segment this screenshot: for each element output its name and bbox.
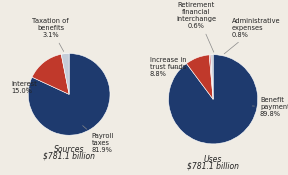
Text: Uses: Uses: [204, 155, 222, 164]
Text: Sources: Sources: [54, 145, 84, 155]
Text: Interest
15.0%: Interest 15.0%: [11, 80, 37, 93]
Wedge shape: [32, 54, 69, 94]
Text: Payroll
taxes
81.9%: Payroll taxes 81.9%: [83, 126, 114, 153]
Text: $781.1 billion: $781.1 billion: [43, 152, 95, 161]
Wedge shape: [61, 54, 69, 94]
Wedge shape: [211, 55, 213, 99]
Text: Railroad
Retirement
financial
interchange
0.6%: Railroad Retirement financial interchang…: [176, 0, 216, 52]
Wedge shape: [28, 54, 110, 135]
Text: $781.1 billion: $781.1 billion: [187, 162, 239, 171]
Wedge shape: [186, 55, 213, 99]
Text: Taxation of
benefits
3.1%: Taxation of benefits 3.1%: [33, 18, 69, 51]
Text: Benefit
payments
89.8%: Benefit payments 89.8%: [252, 97, 288, 117]
Wedge shape: [168, 55, 258, 144]
Text: Administrative
expenses
0.8%: Administrative expenses 0.8%: [224, 18, 281, 54]
Text: Increase in
trust funds
8.8%: Increase in trust funds 8.8%: [150, 57, 186, 77]
Wedge shape: [209, 55, 213, 99]
